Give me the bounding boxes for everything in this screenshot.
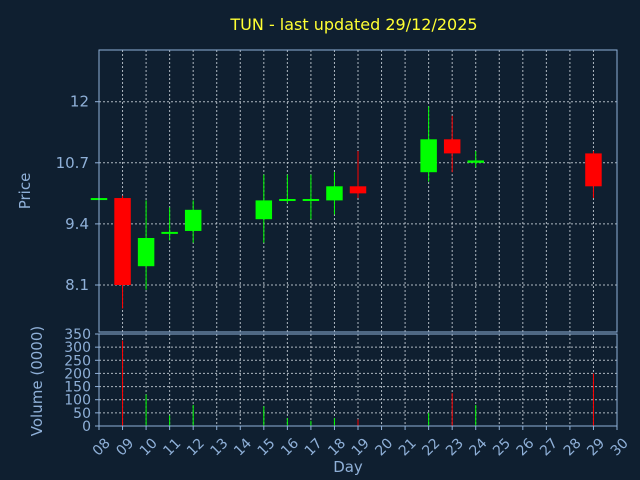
candle-body	[279, 198, 296, 201]
x-tick-label: 21	[396, 435, 420, 459]
price-tick-label: 9.4	[65, 215, 89, 233]
candle-body	[114, 198, 131, 285]
volume-tick-label: 350	[64, 327, 91, 343]
x-tick-label: 29	[584, 435, 608, 459]
x-tick-label: 19	[349, 435, 373, 459]
volume-grid	[98, 333, 618, 427]
price-panel-frame	[98, 49, 618, 333]
candle-body	[585, 153, 602, 187]
x-tick-label: 28	[561, 435, 585, 459]
x-tick-label: 09	[113, 435, 137, 459]
candle-body	[467, 160, 484, 163]
candle-body	[302, 198, 320, 201]
x-tick-label: 25	[490, 435, 514, 459]
x-tick-label: 17	[302, 435, 326, 459]
x-axis-label: Day	[333, 458, 363, 476]
x-tick-label: 18	[325, 435, 349, 459]
candle-body	[349, 186, 367, 194]
x-tick-label: 20	[372, 435, 396, 459]
x-axis: 08 09 10 11 12 13 14 15 16 17 18 19 20 21 22 23 24 25 26 27…	[90, 426, 632, 459]
chart-title: TUN - last updated 29/12/2025	[229, 15, 477, 34]
x-tick-label: 16	[278, 435, 302, 459]
volume-tick-label: 0	[82, 419, 91, 435]
x-tick-label: 13	[208, 435, 232, 459]
candle-body	[443, 139, 461, 154]
volume-axis-label: Volume (0000)	[28, 326, 46, 436]
price-tick-label: 10.7	[56, 154, 89, 172]
volume-tick-label: 100	[64, 393, 91, 409]
price-candles	[90, 106, 602, 309]
x-tick-label: 23	[443, 435, 467, 459]
x-tick-label: 12	[184, 435, 208, 459]
price-tick-label: 12	[70, 93, 89, 111]
x-tick-label: 22	[419, 435, 443, 459]
candle-body	[161, 231, 178, 234]
volume-tick-label: 250	[64, 353, 91, 369]
x-tick-label: 10	[137, 435, 161, 459]
candle-body	[184, 209, 202, 231]
price-axis: 8.1 9.4 10.7 12	[56, 93, 99, 294]
x-tick-label: 30	[608, 435, 632, 459]
x-tick-label: 24	[467, 435, 491, 459]
candle-body	[137, 238, 155, 267]
volume-tick-label: 50	[73, 406, 91, 422]
volume-tick-label: 200	[64, 366, 91, 382]
candle-body	[326, 186, 343, 201]
x-tick-label: 27	[537, 435, 561, 459]
x-tick-label: 26	[514, 435, 538, 459]
volume-tick-label: 300	[64, 340, 91, 356]
volume-tick-label: 150	[64, 380, 91, 396]
candle-body	[255, 200, 273, 220]
candle-body	[420, 139, 437, 173]
price-tick-label: 8.1	[65, 276, 89, 294]
x-tick-label: 08	[90, 435, 114, 459]
x-tick-label: 14	[231, 435, 255, 459]
x-tick-label: 15	[255, 435, 279, 459]
price-axis-label: Price	[16, 173, 34, 210]
x-tick-label: 11	[160, 435, 184, 459]
